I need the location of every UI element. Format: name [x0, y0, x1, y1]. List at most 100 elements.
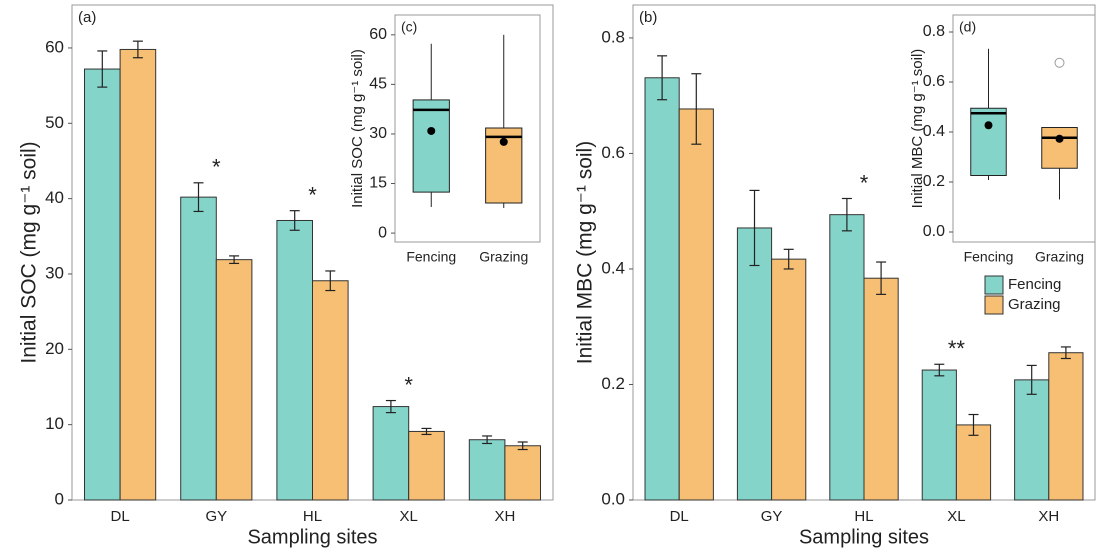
- y-tick-label: 50: [45, 113, 64, 132]
- bar: [863, 277, 899, 501]
- error-bar: [482, 435, 493, 445]
- bar: [504, 445, 541, 501]
- box: [1041, 127, 1078, 169]
- bar: [644, 77, 680, 501]
- y-tick-label: 0.0: [923, 223, 945, 240]
- error-bar: [289, 210, 300, 231]
- bar: [119, 48, 157, 501]
- y-axis-title: Initial SOC (mg g⁻¹ soil): [349, 49, 366, 208]
- error-bar: [749, 189, 760, 267]
- x-tick-label: XH: [494, 508, 515, 525]
- y-axis-title: Initial SOC (mg g⁻¹ soil): [18, 141, 41, 363]
- y-tick-label: 0.6: [923, 73, 945, 90]
- x-tick-label: XL: [400, 508, 418, 525]
- error-bar: [517, 441, 528, 451]
- y-tick-label: 30: [45, 263, 64, 282]
- error-bar: [783, 248, 794, 270]
- bar: [276, 219, 314, 501]
- error-bar: [876, 261, 887, 295]
- error-bar: [1026, 364, 1037, 395]
- x-axis-title: Sampling sites: [799, 526, 929, 548]
- y-tick-label: 10: [45, 414, 64, 433]
- error-bar: [325, 270, 336, 292]
- y-tick-label: 0: [378, 224, 387, 241]
- y-tick-label: 20: [45, 339, 64, 358]
- y-tick-label: 0.8: [601, 27, 625, 46]
- error-bar: [934, 363, 945, 377]
- x-tick-label: Grazing: [479, 249, 528, 265]
- x-tick-label: XH: [1038, 508, 1059, 525]
- y-tick-label: 0.0: [601, 489, 625, 508]
- y-axis-title: Initial MBC (mg g⁻¹ soil): [909, 49, 926, 209]
- box: [412, 99, 450, 193]
- y-tick-label: 45: [369, 76, 387, 93]
- bar: [468, 439, 506, 501]
- x-axis-title: Sampling sites: [247, 526, 377, 548]
- panel-label: (a): [78, 9, 96, 26]
- significance-mark: *: [860, 170, 869, 195]
- significance-mark: *: [404, 372, 413, 397]
- bar: [215, 259, 253, 501]
- y-tick-label: 0: [55, 489, 64, 508]
- significance-mark: **: [948, 336, 966, 361]
- mean-point: [1055, 134, 1064, 143]
- y-tick-label: 40: [45, 188, 64, 207]
- error-bar: [193, 182, 204, 213]
- x-tick-label: HL: [303, 508, 322, 525]
- y-tick-label: 0.6: [601, 143, 625, 162]
- error-bar: [132, 40, 143, 59]
- legend-label: Grazing: [1008, 296, 1061, 313]
- y-tick-label: 60: [369, 26, 387, 43]
- y-axis-title: Initial MBC (mg g⁻¹ soil): [574, 141, 597, 364]
- x-tick-label: GY: [761, 508, 783, 525]
- bar: [84, 68, 121, 501]
- bar: [771, 258, 807, 501]
- y-tick-label: 0.2: [923, 173, 945, 190]
- error-bar: [968, 413, 979, 436]
- x-tick-label: GY: [205, 508, 227, 525]
- bar: [180, 196, 217, 501]
- significance-mark: *: [308, 182, 317, 207]
- error-bar: [97, 50, 108, 88]
- error-bar: [385, 399, 396, 414]
- bar: [921, 369, 957, 501]
- bar: [736, 227, 773, 501]
- legend-swatch: [984, 275, 1004, 295]
- bar: [312, 280, 349, 501]
- y-tick-label: 0.2: [601, 374, 625, 393]
- bar: [408, 430, 445, 501]
- error-bar: [229, 255, 240, 265]
- y-tick-label: 30: [369, 125, 387, 142]
- mean-point: [984, 121, 993, 130]
- bar: [1048, 352, 1084, 501]
- bar: [1014, 379, 1050, 501]
- legend-label: Fencing: [1008, 276, 1061, 293]
- y-tick-label: 15: [369, 175, 387, 192]
- bar: [955, 424, 992, 501]
- legend-swatch: [984, 295, 1004, 315]
- panel-label: (d): [959, 19, 976, 35]
- y-tick-label: 60: [45, 37, 64, 56]
- error-bar: [1060, 346, 1071, 360]
- x-tick-label: Grazing: [1035, 249, 1084, 265]
- x-tick-label: DL: [111, 508, 130, 525]
- outlier: [1054, 57, 1065, 68]
- y-tick-label: 0.8: [923, 23, 945, 40]
- bar: [678, 108, 714, 501]
- error-bar: [691, 73, 702, 145]
- x-tick-label: Fencing: [406, 249, 456, 265]
- y-tick-label: 0.4: [923, 123, 945, 140]
- error-bar: [421, 427, 432, 436]
- error-bar: [841, 197, 852, 232]
- panel-label: (c): [401, 19, 417, 35]
- mean-point: [499, 137, 508, 146]
- y-tick-label: 0.4: [601, 258, 625, 277]
- bar: [829, 214, 865, 501]
- x-tick-label: Fencing: [964, 249, 1014, 265]
- bar: [372, 406, 410, 501]
- x-tick-label: DL: [670, 508, 689, 525]
- box: [970, 107, 1007, 176]
- mean-point: [427, 126, 436, 135]
- panel-label: (b): [639, 9, 657, 26]
